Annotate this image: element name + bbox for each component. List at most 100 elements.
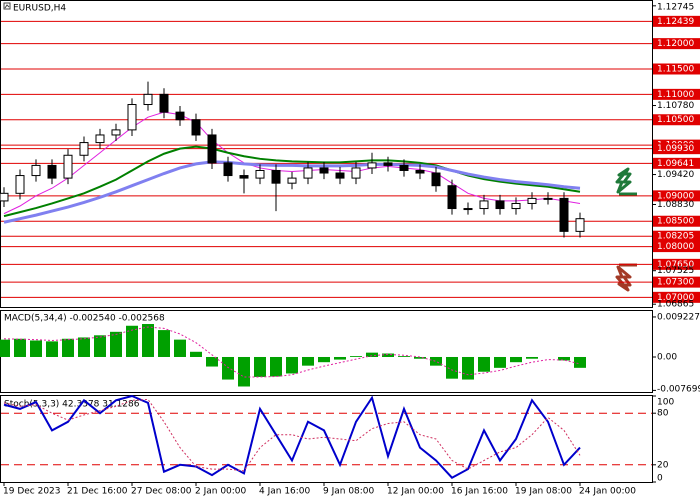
y-tick-label: 1.12745 bbox=[657, 3, 694, 13]
candle-body bbox=[207, 134, 217, 164]
level-label-box bbox=[653, 230, 700, 242]
macd-bar bbox=[78, 337, 90, 357]
candle-body bbox=[15, 175, 25, 194]
level-label: 1.07000 bbox=[657, 293, 694, 303]
y-tick-label: 1.07525 bbox=[657, 266, 694, 276]
macd-bar bbox=[526, 356, 538, 359]
level-label: 1.08000 bbox=[657, 242, 694, 252]
level-label-box bbox=[653, 38, 700, 50]
candle-body bbox=[383, 162, 393, 166]
macd-bar bbox=[302, 356, 314, 366]
candle-body bbox=[431, 172, 441, 187]
candle-body bbox=[335, 172, 345, 179]
y-tick-label: 1.08830 bbox=[657, 200, 694, 210]
macd-bar bbox=[318, 356, 330, 363]
y-tick-label: 20 bbox=[657, 460, 669, 470]
y-tick-label: 1.09420 bbox=[657, 170, 694, 180]
x-tick-label: 4 Jan 16:00 bbox=[259, 487, 311, 497]
macd-bar bbox=[286, 356, 298, 374]
candle-body bbox=[175, 111, 185, 121]
level-label-box bbox=[653, 291, 700, 303]
candle-body bbox=[447, 185, 457, 210]
candle-body bbox=[463, 208, 473, 211]
level-label-box bbox=[653, 88, 700, 100]
macd-bar bbox=[158, 330, 170, 357]
level-label-box bbox=[653, 15, 700, 27]
x-tick-label: 16 Jan 16:00 bbox=[451, 487, 508, 497]
level-label-box bbox=[653, 114, 700, 126]
stoch-panel bbox=[0, 395, 653, 483]
candle-body bbox=[143, 93, 153, 106]
signal-line bbox=[3, 326, 581, 378]
level-label-box bbox=[653, 63, 700, 75]
candle-body bbox=[191, 119, 201, 136]
level-label: 1.11000 bbox=[657, 90, 694, 100]
macd-bar bbox=[478, 356, 490, 372]
stoch-line bbox=[3, 398, 581, 472]
candle-body bbox=[319, 167, 329, 174]
candle-body bbox=[271, 169, 281, 184]
macd-bar bbox=[206, 356, 218, 367]
macd-bar bbox=[366, 352, 378, 357]
candle-body bbox=[159, 93, 169, 113]
candle-body bbox=[239, 175, 249, 179]
macd-title: MACD(5,34,4) -0.002540 -0.002568 bbox=[4, 314, 165, 324]
level-label: 1.09641 bbox=[657, 159, 694, 169]
macd-bar bbox=[382, 353, 394, 357]
level-label: 1.08500 bbox=[657, 217, 694, 227]
candle-body bbox=[559, 197, 569, 232]
candle-body bbox=[303, 167, 313, 179]
macd-bar bbox=[94, 335, 106, 357]
y-tick-label: 0.009227 bbox=[657, 313, 700, 323]
candle-body bbox=[543, 197, 553, 200]
candle-body bbox=[95, 134, 105, 144]
candle-body bbox=[223, 162, 233, 177]
level-label-box bbox=[653, 190, 700, 202]
y-tick-label: 1.10780 bbox=[657, 101, 694, 111]
symbol-icon bbox=[3, 2, 11, 10]
macd-bar bbox=[142, 324, 154, 357]
macd-bar bbox=[222, 356, 234, 380]
candle-body bbox=[31, 164, 41, 177]
candle-body bbox=[495, 200, 505, 210]
macd-bar bbox=[398, 356, 410, 357]
candle-body bbox=[479, 200, 489, 210]
x-tick-label: 27 Dec 08:00 bbox=[131, 487, 192, 497]
level-label: 1.07300 bbox=[657, 278, 694, 288]
level-label-box bbox=[653, 276, 700, 288]
level-label: 1.12439 bbox=[657, 17, 694, 27]
macd-bar bbox=[446, 356, 458, 379]
x-tick-label: 19 Jan 08:00 bbox=[515, 487, 572, 497]
candle-body bbox=[351, 167, 361, 179]
level-label-box bbox=[653, 215, 700, 227]
y-tick-label: -0.007699 bbox=[657, 385, 700, 395]
chart-title: EURUSD,H4 bbox=[13, 4, 66, 14]
macd-bar bbox=[30, 340, 42, 357]
macd-bar bbox=[110, 331, 122, 357]
macd-bar bbox=[574, 356, 586, 368]
macd-bar bbox=[14, 338, 26, 357]
y-tick-label: 80 bbox=[657, 409, 669, 419]
candle-body bbox=[0, 192, 9, 202]
candle-body bbox=[255, 169, 265, 179]
x-tick-label: 24 Jan 00:00 bbox=[579, 487, 636, 497]
level-label: 1.09000 bbox=[657, 191, 694, 201]
candle-body bbox=[111, 129, 121, 136]
candle-body bbox=[127, 104, 137, 131]
macd-bar bbox=[46, 341, 58, 357]
level-label: 1.12000 bbox=[657, 39, 694, 49]
candle-body bbox=[511, 202, 521, 210]
level-label: 1.10500 bbox=[657, 115, 694, 125]
x-tick-label: 21 Dec 16:00 bbox=[67, 487, 128, 497]
macd-bar bbox=[62, 338, 74, 357]
macd-bar bbox=[334, 356, 346, 360]
y-tick-label: 100 bbox=[657, 398, 674, 408]
moving-average bbox=[3, 145, 581, 218]
macd-bar bbox=[558, 356, 570, 361]
macd-bar bbox=[350, 356, 362, 357]
macd-bar bbox=[494, 356, 506, 368]
up-arrow bbox=[615, 167, 637, 196]
candle-body bbox=[63, 154, 73, 179]
